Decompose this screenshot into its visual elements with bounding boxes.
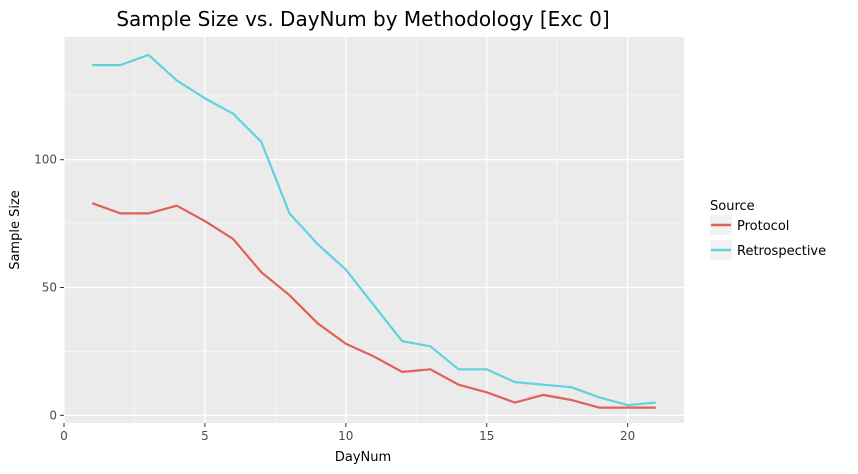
series-line-retrospective xyxy=(92,53,656,407)
legend-label-retrospective: Retrospective xyxy=(737,244,826,259)
x-tick-label: 0 xyxy=(60,429,68,443)
x-axis-title: DayNum xyxy=(335,450,391,465)
x-tick-label: 15 xyxy=(479,429,494,443)
y-axis-title: Sample Size xyxy=(8,190,23,270)
x-tick-label: 5 xyxy=(201,429,209,443)
legend-title: Source xyxy=(710,199,755,214)
grid-minor xyxy=(64,37,684,423)
series-line-protocol xyxy=(91,202,656,409)
y-tick-label: 50 xyxy=(42,281,57,295)
legend: Source Protocol Retrospective xyxy=(710,199,826,260)
chart-title: Sample Size vs. DayNum by Methodology [E… xyxy=(116,7,609,31)
series-layer xyxy=(91,53,656,409)
y-axis: 0 50 100 xyxy=(34,153,64,422)
legend-label-protocol: Protocol xyxy=(737,219,789,234)
x-axis: 0 5 10 15 20 xyxy=(60,423,635,443)
y-tick-label: 100 xyxy=(34,153,57,167)
x-tick-label: 20 xyxy=(620,429,635,443)
y-tick-label: 0 xyxy=(49,408,57,422)
plot-panel xyxy=(64,37,684,423)
grid-major xyxy=(63,37,684,423)
x-tick-label: 10 xyxy=(338,429,353,443)
